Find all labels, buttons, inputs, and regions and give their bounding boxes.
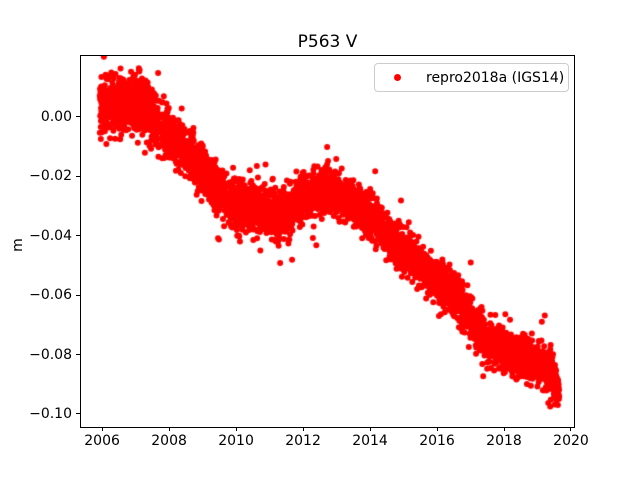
legend-marker-dot-icon bbox=[394, 74, 401, 81]
y-tick-mark bbox=[76, 175, 80, 177]
y-tick-label: −0.10 bbox=[29, 405, 72, 422]
x-tick-label: 2012 bbox=[285, 433, 321, 449]
x-tick-mark bbox=[570, 427, 572, 431]
chart-title: P563 V bbox=[297, 32, 358, 52]
x-tick-label: 2014 bbox=[352, 433, 388, 449]
y-tick-label: −0.08 bbox=[29, 346, 72, 363]
x-tick-mark bbox=[503, 427, 505, 431]
y-tick-mark bbox=[76, 294, 80, 296]
x-tick-mark bbox=[302, 427, 304, 431]
x-tick-label: 2020 bbox=[553, 433, 589, 449]
legend: repro2018a (IGS14) bbox=[374, 63, 569, 92]
y-tick-mark bbox=[76, 413, 80, 415]
x-tick-label: 2006 bbox=[84, 433, 120, 449]
x-tick-label: 2016 bbox=[419, 433, 455, 449]
y-tick-label: 0.00 bbox=[40, 108, 72, 125]
x-tick-mark bbox=[235, 427, 237, 431]
x-tick-label: 2008 bbox=[151, 433, 187, 449]
x-tick-mark bbox=[436, 427, 438, 431]
x-tick-mark bbox=[101, 427, 103, 431]
legend-label: repro2018a (IGS14) bbox=[426, 69, 565, 86]
scatter-canvas bbox=[81, 56, 574, 427]
y-tick-label: −0.04 bbox=[29, 227, 72, 244]
y-tick-label: −0.06 bbox=[29, 287, 72, 304]
x-tick-label: 2018 bbox=[486, 433, 522, 449]
x-tick-mark bbox=[369, 427, 371, 431]
x-tick-label: 2010 bbox=[218, 433, 254, 449]
y-tick-mark bbox=[76, 235, 80, 237]
y-tick-label: −0.02 bbox=[29, 168, 72, 185]
y-tick-mark bbox=[76, 354, 80, 356]
y-tick-mark bbox=[76, 116, 80, 118]
x-tick-mark bbox=[168, 427, 170, 431]
